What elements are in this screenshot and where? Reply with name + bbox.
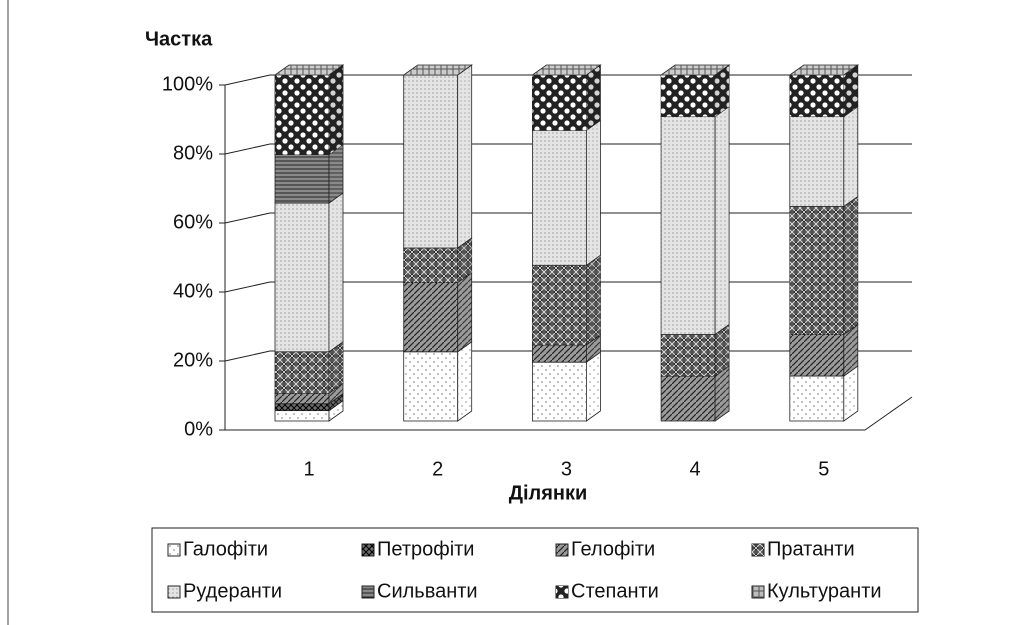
legend-label: Сильванти [377, 580, 478, 602]
bar-side-texture [843, 196, 858, 335]
y-tick-label: 40% [173, 280, 213, 302]
x-tick-label: 5 [818, 458, 829, 480]
x-tick-label: 4 [690, 458, 701, 480]
bar-top-texture [532, 65, 601, 75]
bar-top-texture [275, 65, 343, 75]
bar-side-texture [843, 106, 858, 207]
x-tick-label: 1 [303, 458, 314, 480]
bar-texture [532, 130, 587, 266]
bar-texture [789, 116, 844, 207]
legend-label: Гелофіти [571, 538, 655, 560]
bar-side-texture [329, 383, 343, 404]
bar-texture [532, 265, 587, 345]
bar-texture [275, 403, 329, 411]
bar-side-texture [586, 65, 601, 131]
y-tick-label: 100% [162, 73, 213, 95]
bar-texture [532, 75, 587, 131]
bar-side-texture [329, 144, 343, 204]
bar-texture [661, 334, 716, 377]
x-tick-label: 2 [432, 458, 443, 480]
x-axis-title: Ділянки [509, 482, 588, 504]
y-tick-label: 80% [173, 142, 213, 164]
bar-texture [661, 116, 716, 335]
bar-side-texture [586, 352, 601, 421]
floor [225, 396, 913, 431]
bar-side-texture [586, 120, 601, 266]
bar-texture [789, 206, 844, 335]
chart-title: Частка [145, 28, 213, 50]
x-tick-label: 3 [561, 458, 572, 480]
bar-texture [661, 75, 716, 117]
bar-side-texture [329, 393, 343, 411]
bar-side-texture [715, 366, 730, 421]
bar-texture [275, 203, 329, 352]
bar-side-texture [457, 238, 472, 283]
legend-swatch-texture [556, 544, 568, 556]
y-tick-label: 0% [184, 418, 213, 440]
bar-side-texture [715, 65, 730, 117]
legend-swatch-texture [168, 544, 180, 556]
bar-side-texture [329, 193, 343, 352]
legend-label: Петрофіти [377, 538, 474, 560]
bar-texture [661, 376, 716, 421]
bar-texture [275, 154, 329, 204]
legend-swatch-texture [168, 586, 180, 598]
y-tick-label: 20% [173, 349, 213, 371]
bar-top-texture [661, 65, 730, 75]
bar-side-texture [586, 334, 601, 363]
legend-label: Галофіти [183, 538, 268, 560]
legend-label: Степанти [571, 580, 659, 602]
bar-texture [403, 282, 458, 352]
bar-top-texture [789, 65, 858, 75]
legend-swatch-texture [362, 586, 374, 598]
legend-box [151, 527, 919, 613]
legend-swatch-texture [752, 586, 764, 598]
legend-swatch-texture [752, 544, 764, 556]
bar-texture [403, 248, 458, 283]
bar-side-texture [329, 400, 343, 421]
legend-swatch-texture [556, 586, 568, 598]
bar-side-texture [329, 341, 343, 394]
legend-label: Пратанти [767, 538, 855, 560]
bar-side-texture [843, 324, 858, 377]
bar-side-texture [715, 324, 730, 377]
bar-side-texture [586, 255, 601, 345]
y-tick-label: 60% [173, 211, 213, 233]
bar-texture [275, 410, 329, 421]
legend-swatch-texture [362, 544, 374, 556]
bar-top-texture [403, 65, 472, 75]
bar-side-texture [457, 272, 472, 352]
bar-side-texture [457, 341, 472, 421]
bar-side-texture [843, 366, 858, 421]
bar-texture [532, 362, 587, 421]
bar-texture [532, 344, 587, 363]
bar-texture [275, 393, 329, 404]
legend-label: Культуранти [767, 580, 882, 602]
bar-texture [275, 75, 329, 155]
bar-side-texture [843, 65, 858, 117]
legend-label: Рудеранти [183, 580, 282, 602]
bar-texture [789, 334, 844, 377]
bar-texture [275, 351, 329, 394]
bar-texture [403, 351, 458, 421]
bar-side-texture [457, 65, 472, 248]
bar-texture [789, 376, 844, 421]
bar-texture [789, 75, 844, 117]
bar-texture [403, 75, 458, 248]
bar-side-texture [715, 106, 730, 335]
bar-side-texture [329, 65, 343, 155]
